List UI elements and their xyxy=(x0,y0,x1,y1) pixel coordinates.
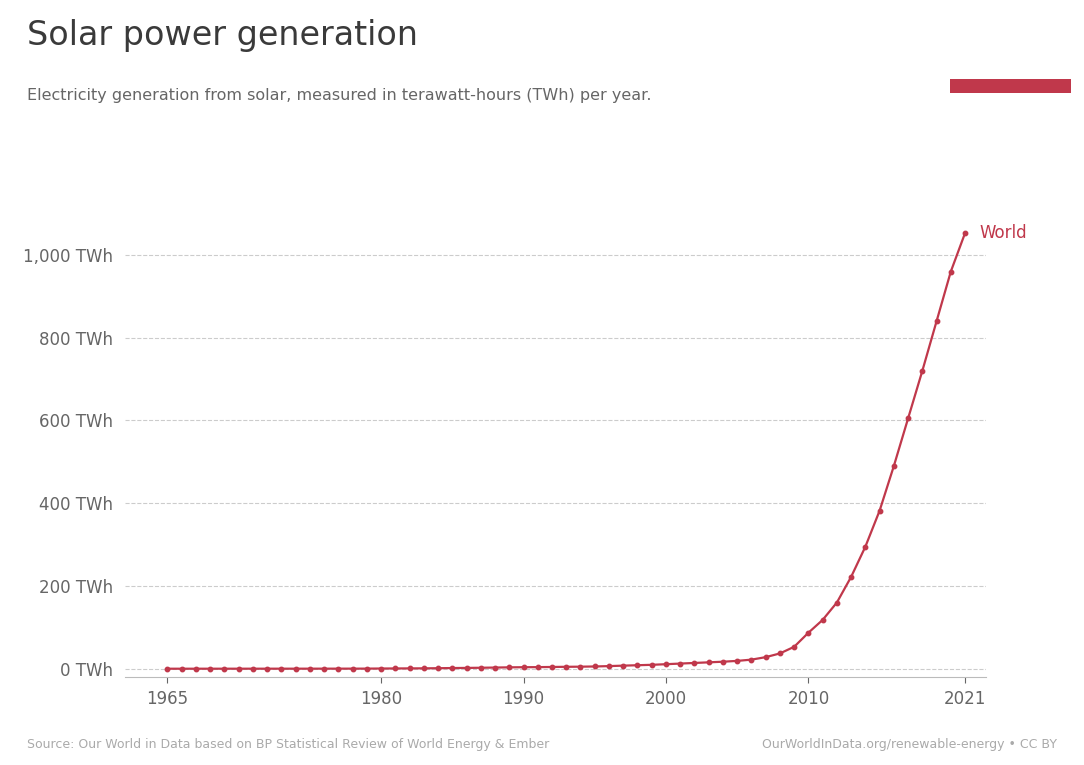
Text: World: World xyxy=(979,224,1027,242)
Text: Solar power generation: Solar power generation xyxy=(27,19,418,52)
Bar xyxy=(950,79,1071,93)
Text: OurWorldInData.org/renewable-energy • CC BY: OurWorldInData.org/renewable-energy • CC… xyxy=(762,738,1057,751)
Text: Source: Our World in Data based on BP Statistical Review of World Energy & Ember: Source: Our World in Data based on BP St… xyxy=(27,738,550,751)
Text: Our World: Our World xyxy=(975,29,1046,42)
Text: in Data: in Data xyxy=(985,50,1035,63)
Text: Electricity generation from solar, measured in terawatt-hours (TWh) per year.: Electricity generation from solar, measu… xyxy=(27,88,651,103)
